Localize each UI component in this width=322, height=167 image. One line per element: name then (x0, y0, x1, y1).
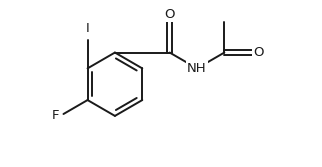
Text: NH: NH (187, 62, 207, 75)
Text: O: O (165, 8, 175, 21)
Text: F: F (51, 109, 59, 122)
Text: I: I (86, 22, 90, 35)
Text: O: O (253, 46, 264, 59)
